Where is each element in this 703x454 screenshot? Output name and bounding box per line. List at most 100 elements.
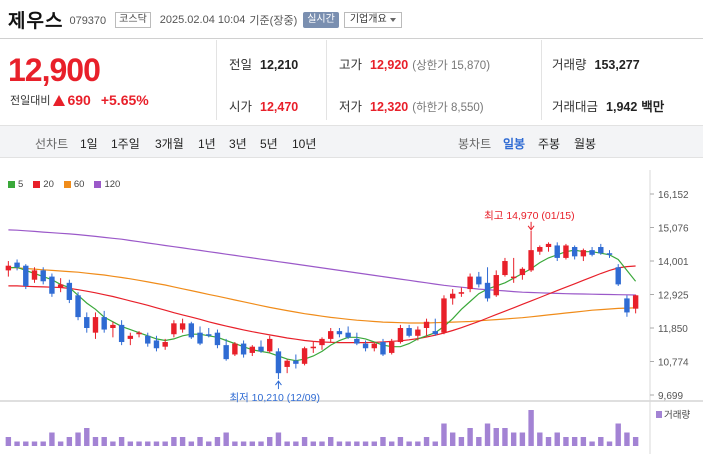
volume-bar: [49, 432, 55, 446]
up-arrow-icon: [53, 94, 66, 106]
stat-volume: 거래량 153,277: [552, 54, 640, 73]
volume-bar: [336, 441, 343, 446]
lower-limit: (하한가 8,550): [412, 102, 484, 114]
ma-line-ma60: [8, 266, 636, 324]
candle-body: [197, 332, 203, 344]
tab-monthly[interactable]: 월봉: [574, 137, 597, 151]
candle-body: [345, 332, 351, 338]
stat-label: 시가: [229, 100, 253, 114]
candle-body: [380, 342, 386, 355]
volume-bar: [606, 441, 613, 446]
candle-body: [624, 298, 630, 313]
legend-ma5: 5: [8, 179, 23, 190]
candle-body: [362, 343, 369, 349]
candle-body: [563, 245, 569, 258]
volume-bar: [153, 441, 160, 446]
period-3m[interactable]: 3개월: [155, 137, 184, 151]
candle-body: [301, 348, 308, 364]
candle-body: [84, 317, 90, 328]
realtime-button[interactable]: 실시간: [303, 12, 339, 28]
company-info-dropdown[interactable]: 기업개요: [343, 12, 402, 28]
volume-bar: [502, 428, 508, 446]
candle-body: [162, 342, 168, 347]
volume-bar: [40, 441, 46, 446]
candle-body: [537, 247, 543, 252]
stat-amount: 거래대금 1,942 백만: [552, 96, 664, 115]
volume-bar: [467, 428, 473, 446]
volume-bar: [110, 441, 116, 446]
period-bar: 선차트 1일 1주일 3개월 1년 3년 5년 10년 봉차트 일봉 주봉 월봉: [0, 125, 703, 158]
period-5y[interactable]: 5년: [260, 137, 278, 151]
low-annotation: 최저 10,210 (12/09): [229, 392, 320, 404]
y-tick-label: 11,850: [658, 324, 688, 335]
volume-bar: [632, 437, 639, 446]
period-1w[interactable]: 1주일: [111, 137, 140, 151]
volume-bar: [624, 432, 630, 446]
volume-bar: [345, 441, 351, 446]
volume-bar: [371, 441, 377, 446]
volume-bar: [145, 441, 151, 446]
volume-bar: [380, 437, 386, 446]
volume-bar: [206, 441, 212, 446]
candle-body: [136, 332, 142, 335]
candle-body: [328, 331, 334, 339]
volume-bar: [310, 441, 316, 446]
period-10y[interactable]: 10년: [292, 137, 317, 151]
price-chart[interactable]: 16,152 15,076 14,001 12,925 11,850 10,774 9,69…: [0, 170, 703, 454]
candle-body: [127, 335, 134, 339]
volume-bar: [171, 437, 177, 446]
tab-daily[interactable]: 일봉: [503, 137, 526, 151]
stock-code: 079370: [69, 15, 107, 27]
candle-body: [502, 261, 508, 276]
volume-bar: [293, 441, 299, 446]
candle-body: [397, 328, 404, 343]
y-tick-label: 10,774: [658, 358, 689, 369]
candle-body: [214, 332, 221, 346]
volume-bar: [118, 437, 125, 446]
stat-label: 저가: [339, 100, 363, 114]
stat-open: 시가 12,470: [229, 96, 298, 115]
tab-weekly[interactable]: 주봉: [538, 137, 561, 151]
candle-body: [179, 323, 186, 330]
candle-chart-tab[interactable]: 봉차트: [458, 137, 492, 151]
volume-bar: [136, 441, 142, 446]
candle-body: [423, 321, 430, 328]
divider: [216, 40, 217, 120]
volume-bar: [101, 437, 107, 446]
volume-bar: [545, 437, 552, 446]
stat-label: 전일: [229, 58, 253, 72]
volume-bar: [458, 437, 465, 446]
period-1y[interactable]: 1년: [198, 137, 216, 151]
candle-body: [232, 343, 238, 355]
volume-bar: [476, 437, 482, 446]
period-1d[interactable]: 1일: [80, 137, 98, 151]
line-chart-tab[interactable]: 선차트: [35, 137, 69, 151]
candle-body: [606, 253, 613, 255]
period-3y[interactable]: 3년: [229, 137, 247, 151]
candle-body: [336, 331, 343, 335]
volume-bar: [589, 441, 595, 446]
price-change: 전일대비 690 +5.65%: [10, 92, 149, 108]
company-info-label: 기업개요: [349, 14, 387, 25]
candle-body: [432, 331, 438, 335]
candle-body: [75, 295, 81, 318]
volume-bar: [249, 441, 256, 446]
candle-body: [31, 270, 38, 280]
candle-body: [406, 328, 412, 336]
amount-unit: 백만: [641, 100, 665, 114]
candle-body: [467, 276, 473, 290]
stat-value: 12,470: [260, 100, 299, 114]
stock-name: 제우스: [8, 10, 64, 32]
volume-bar: [615, 423, 621, 446]
y-tick-label: 12,925: [658, 291, 689, 302]
candle-body: [510, 276, 517, 279]
candle-body: [153, 340, 160, 349]
candle-body: [319, 338, 325, 346]
stat-value: 12,920: [370, 58, 409, 72]
candle-body: [293, 360, 299, 364]
candle-body: [206, 334, 212, 336]
low-arrow: [275, 380, 282, 386]
stat-prev-close: 전일 12,210: [229, 54, 298, 73]
candle-body: [519, 268, 526, 276]
candle-body: [476, 276, 482, 285]
